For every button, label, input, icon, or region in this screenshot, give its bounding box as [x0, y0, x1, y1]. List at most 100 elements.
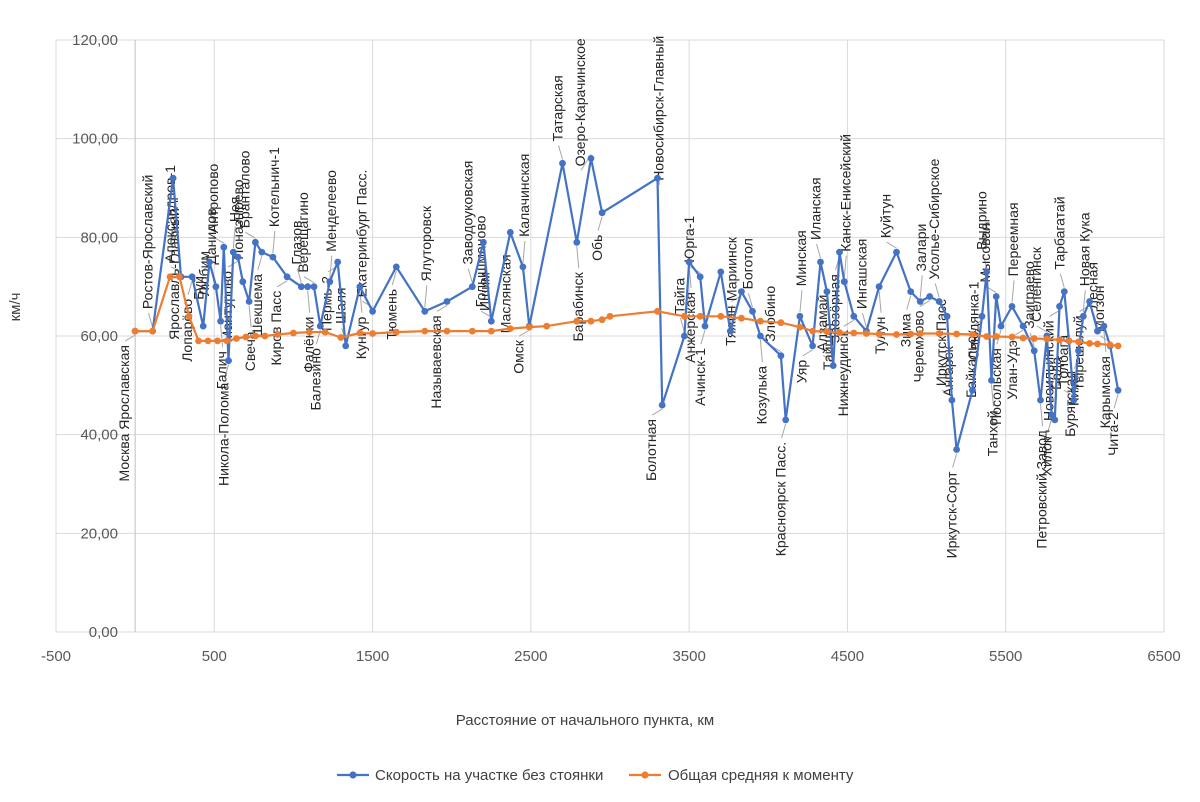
series-2-point[interactable]: [443, 327, 451, 335]
series-1-point[interactable]: [717, 268, 725, 276]
series-1-point[interactable]: [310, 283, 318, 291]
series-1-point[interactable]: [796, 312, 804, 320]
series-1-point[interactable]: [681, 332, 688, 340]
series-2-point[interactable]: [242, 333, 250, 341]
series-2-point[interactable]: [850, 329, 858, 337]
series-2-point[interactable]: [1075, 338, 1082, 346]
series-2-point[interactable]: [261, 332, 269, 340]
series-1-point[interactable]: [573, 238, 581, 246]
series-1-point[interactable]: [701, 322, 709, 330]
series-1-point[interactable]: [943, 312, 951, 320]
series-2-point[interactable]: [290, 329, 297, 337]
series-1-point[interactable]: [1056, 303, 1063, 310]
series-2-point[interactable]: [525, 323, 533, 331]
series-1-point[interactable]: [269, 253, 277, 261]
series-1-point[interactable]: [252, 238, 259, 246]
series-2-point[interactable]: [487, 327, 495, 335]
series-2-point[interactable]: [809, 327, 816, 335]
series-1-point[interactable]: [829, 362, 837, 369]
series-1-point[interactable]: [245, 298, 253, 305]
series-1-point[interactable]: [969, 386, 976, 394]
series-2-point[interactable]: [1106, 341, 1114, 349]
series-2-point[interactable]: [468, 327, 476, 335]
series-2-point[interactable]: [916, 330, 924, 337]
series-2-point[interactable]: [598, 316, 606, 324]
series-1-point[interactable]: [229, 248, 237, 256]
series-2-point[interactable]: [149, 327, 157, 335]
series-2-point[interactable]: [969, 331, 976, 338]
series-1-point[interactable]: [738, 288, 745, 295]
series-1-point[interactable]: [1051, 416, 1059, 424]
series-2-point[interactable]: [992, 333, 1000, 340]
series-2-point[interactable]: [1065, 337, 1073, 345]
series-2-point[interactable]: [214, 337, 221, 345]
series-1-point[interactable]: [559, 159, 566, 167]
series-1-point[interactable]: [334, 258, 342, 266]
series-1-point[interactable]: [823, 288, 831, 295]
series-2-point[interactable]: [1114, 342, 1122, 350]
series-1-point[interactable]: [169, 174, 177, 182]
series-1-point[interactable]: [983, 268, 991, 276]
series-1-point[interactable]: [696, 273, 704, 281]
series-1-point[interactable]: [817, 258, 824, 266]
series-1-point[interactable]: [1100, 322, 1108, 330]
series-2-point[interactable]: [863, 330, 870, 337]
series-1-point[interactable]: [997, 322, 1005, 330]
series-1-point[interactable]: [304, 283, 312, 291]
series-1-point[interactable]: [587, 155, 595, 162]
series-2-point[interactable]: [606, 312, 614, 320]
series-1-point[interactable]: [1070, 396, 1078, 404]
series-1-point[interactable]: [217, 317, 225, 325]
series-1-point[interactable]: [926, 293, 934, 300]
series-1-point[interactable]: [749, 307, 756, 315]
series-1-point[interactable]: [206, 258, 213, 266]
series-1-point[interactable]: [258, 248, 266, 256]
series-1-point[interactable]: [220, 243, 228, 251]
series-1-point[interactable]: [356, 283, 364, 291]
series-2-point[interactable]: [907, 330, 915, 338]
series-1-point[interactable]: [953, 446, 960, 453]
series-2-point[interactable]: [738, 314, 745, 322]
series-1-point[interactable]: [1060, 288, 1068, 295]
series-1-point[interactable]: [1019, 322, 1027, 330]
series-1-point[interactable]: [392, 263, 400, 271]
series-1-point[interactable]: [850, 312, 858, 320]
series-2-point[interactable]: [223, 337, 231, 345]
series-2-point[interactable]: [195, 337, 202, 345]
series-1-point[interactable]: [1048, 411, 1055, 419]
series-1-point[interactable]: [1075, 347, 1082, 355]
series-2-point[interactable]: [233, 335, 240, 342]
series-1-point[interactable]: [316, 322, 324, 330]
series-2-point[interactable]: [875, 330, 883, 338]
series-1-point[interactable]: [893, 248, 900, 256]
series-1-point[interactable]: [875, 283, 883, 291]
series-1-point[interactable]: [1079, 312, 1087, 320]
series-2-point[interactable]: [757, 317, 764, 325]
series-1-point[interactable]: [188, 273, 196, 281]
series-2-point[interactable]: [321, 328, 329, 336]
series-2-point[interactable]: [935, 330, 943, 337]
series-1-point[interactable]: [658, 401, 666, 409]
series-2-point[interactable]: [1008, 333, 1016, 341]
series-2-point[interactable]: [204, 337, 212, 345]
series-1-point[interactable]: [212, 283, 220, 291]
series-1-point[interactable]: [297, 283, 305, 291]
series-1-point[interactable]: [326, 278, 334, 286]
series-2-point[interactable]: [953, 330, 960, 338]
series-1-point[interactable]: [1008, 303, 1016, 310]
series-2-point[interactable]: [1056, 336, 1063, 344]
series-2-point[interactable]: [185, 312, 193, 320]
series-1-point[interactable]: [988, 377, 995, 384]
series-2-point[interactable]: [1019, 334, 1027, 342]
series-2-point[interactable]: [796, 323, 804, 331]
series-1-point[interactable]: [239, 278, 247, 286]
series-1-point[interactable]: [907, 288, 915, 295]
series-2-point[interactable]: [1043, 335, 1051, 343]
series-1-point[interactable]: [757, 332, 764, 340]
series-1-point[interactable]: [654, 174, 661, 182]
series-2-point[interactable]: [836, 329, 843, 336]
series-2-point[interactable]: [369, 330, 376, 337]
series-2-point[interactable]: [131, 327, 139, 335]
series-2-point[interactable]: [893, 331, 900, 338]
series-1-point[interactable]: [1114, 386, 1122, 394]
